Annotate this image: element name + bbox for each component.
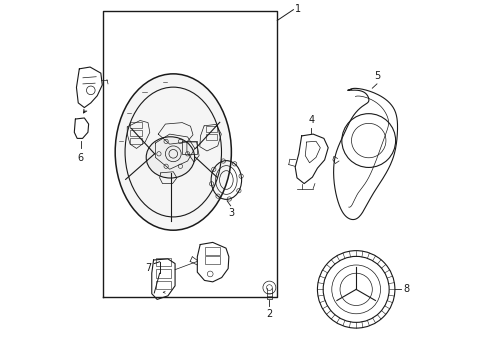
Circle shape <box>166 146 181 162</box>
Text: 1: 1 <box>295 4 301 14</box>
Text: 3: 3 <box>229 208 235 218</box>
Text: 6: 6 <box>78 153 84 163</box>
Ellipse shape <box>115 74 231 230</box>
Text: 5: 5 <box>374 71 381 81</box>
Text: 7: 7 <box>146 262 152 273</box>
Ellipse shape <box>146 137 195 178</box>
Text: 8: 8 <box>403 284 410 294</box>
Text: 4: 4 <box>308 116 315 126</box>
Text: 2: 2 <box>266 309 272 319</box>
